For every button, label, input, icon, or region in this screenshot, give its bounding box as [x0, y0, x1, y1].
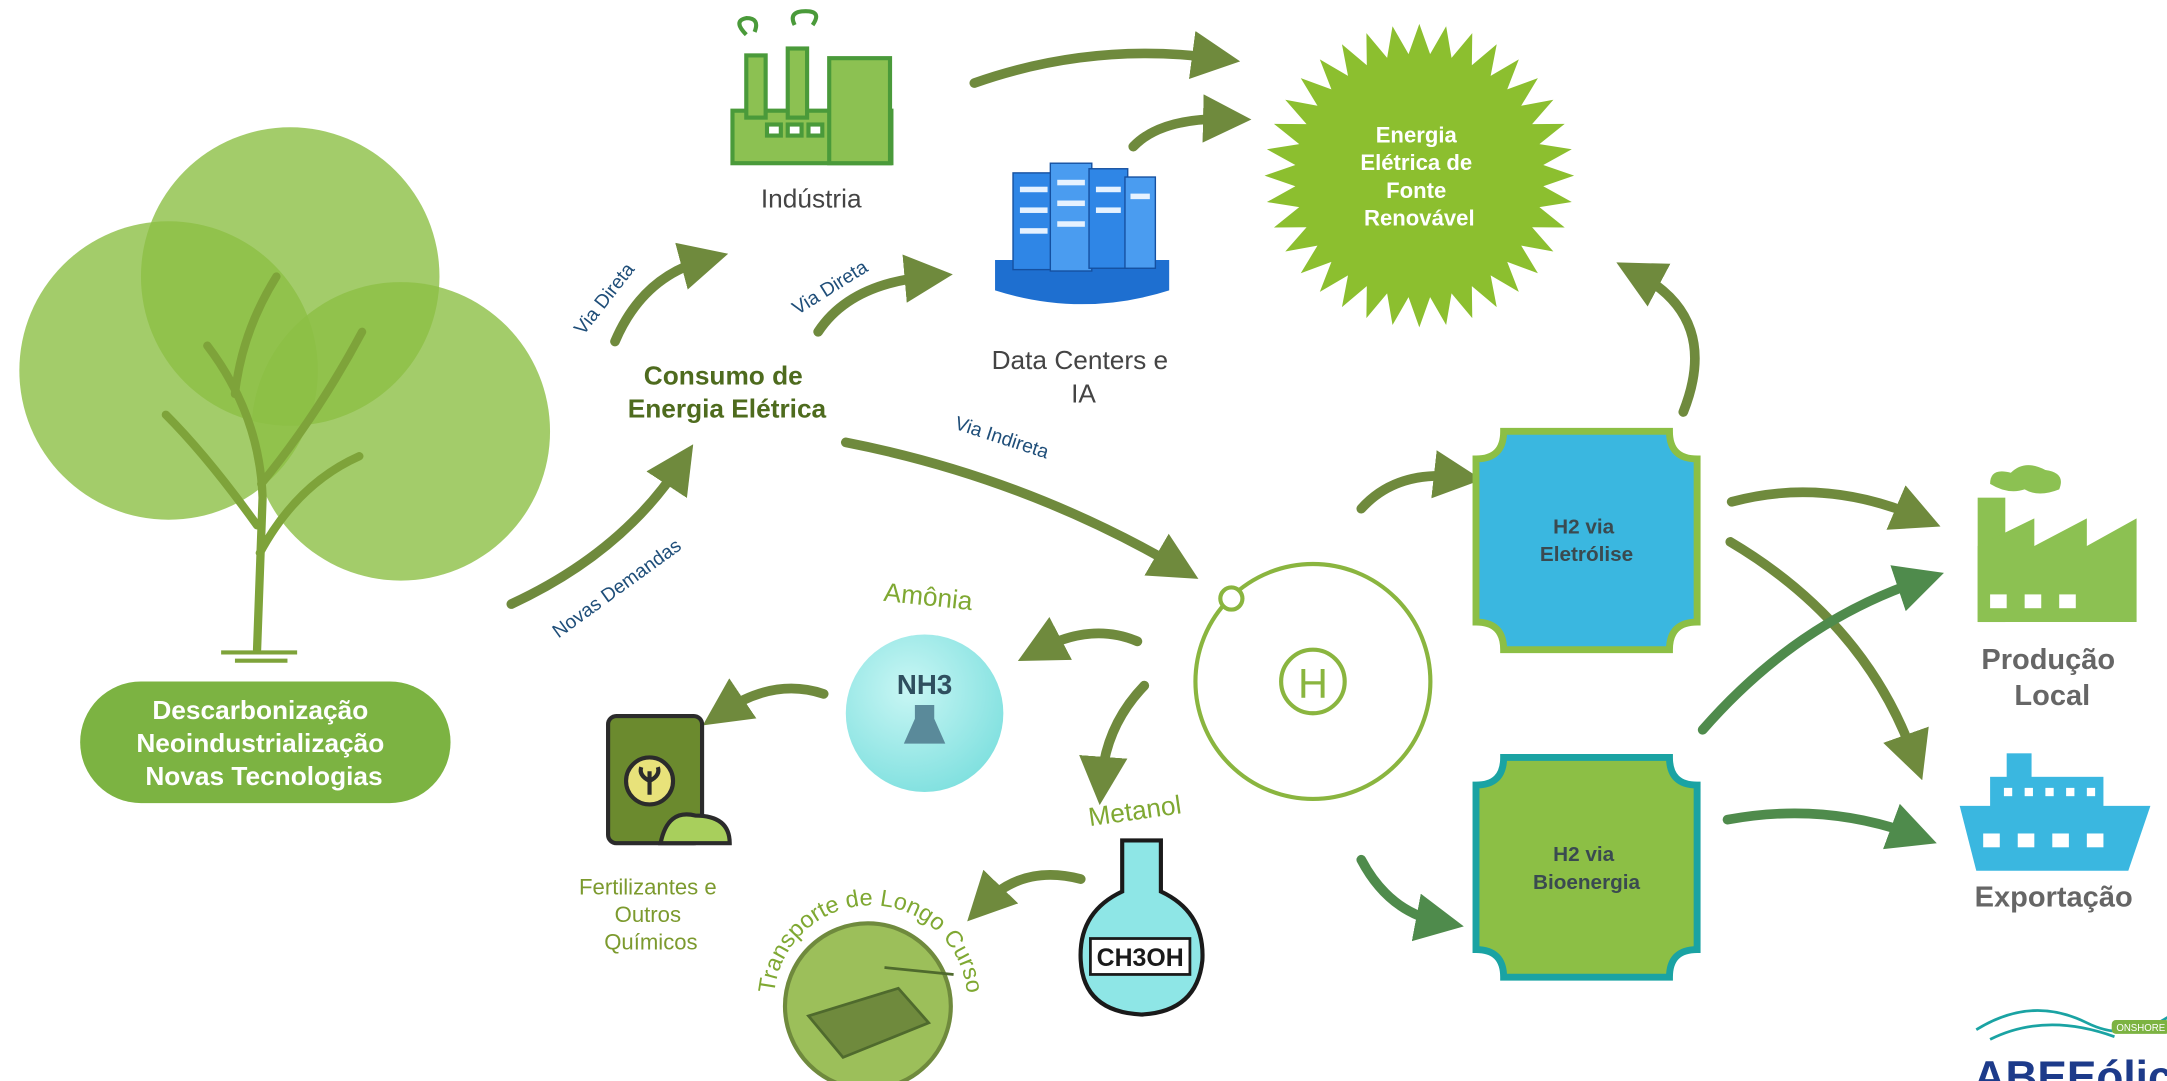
fertilizer-label: Fertilizantes e Outros Químicos	[579, 874, 723, 954]
methanol-formula: CH3OH	[1097, 944, 1184, 972]
local-label: Produção Local	[1981, 644, 2123, 712]
icon-shape	[1361, 860, 1440, 922]
renewable-star	[1265, 24, 1575, 327]
bioenergy-box	[1476, 757, 1697, 977]
datacenter-label: Data Centers e IA	[992, 345, 1176, 408]
icon-shape	[846, 442, 1178, 566]
diagram: Descarbonização Neoindustrialização Nova…	[0, 0, 2167, 1081]
icon-shape	[2025, 788, 2033, 796]
icon-shape	[661, 814, 730, 843]
icon-shape	[2018, 833, 2035, 847]
industry-icon	[732, 11, 891, 163]
label-line: H2 via	[1553, 516, 1615, 539]
icon-shape	[767, 125, 781, 136]
edge-label: Via Direta	[570, 259, 640, 339]
label-line: Outros	[615, 902, 681, 927]
tree	[19, 127, 550, 660]
logo-tag: ONSHORE	[2116, 1023, 2165, 1034]
datacenter-icon	[995, 163, 1169, 304]
logo-name: ABEEólica	[1974, 1053, 2167, 1081]
icon-shape	[746, 55, 765, 117]
label-line: Químicos	[604, 930, 697, 955]
ship-icon	[1960, 753, 2151, 870]
icon-shape	[1096, 187, 1121, 193]
hydrogen-label: H	[1298, 660, 1328, 707]
icon-shape	[1089, 169, 1128, 269]
label-line: Novas Tecnologias	[145, 761, 382, 791]
electrolysis-box	[1476, 431, 1697, 649]
icon-shape	[2052, 833, 2069, 847]
icon-shape	[788, 125, 802, 136]
icon-shape	[1057, 201, 1085, 207]
arrows	[511, 53, 1921, 921]
icon-shape	[1101, 686, 1144, 781]
icon-shape	[1057, 180, 1085, 186]
icon-shape	[1020, 207, 1048, 213]
icon-shape	[1130, 194, 1149, 200]
icon-shape	[1125, 177, 1155, 268]
label-line: Data Centers e	[992, 345, 1169, 375]
icon-shape	[2045, 788, 2053, 796]
label-line: IA	[1071, 378, 1096, 408]
label-line: Renovável	[1364, 205, 1475, 230]
icon-shape	[2059, 594, 2076, 608]
label-line: Energia Elétrica	[628, 394, 827, 424]
icon-shape	[1050, 163, 1091, 271]
icon-shape	[1990, 594, 2007, 608]
label-line: Eletrólise	[1540, 543, 1633, 566]
icon-shape	[2087, 788, 2095, 796]
label-line: Local	[2014, 680, 2090, 712]
label-line: Consumo de	[644, 360, 803, 390]
methanol-flask	[1081, 840, 1203, 1014]
icon-shape	[2066, 788, 2074, 796]
icon-shape	[829, 58, 890, 163]
factory-icon	[1978, 465, 2137, 622]
icon-shape	[1133, 119, 1227, 147]
edge-label: Via Indireta	[952, 412, 1052, 463]
icon-shape	[221, 652, 297, 660]
icon-shape	[984, 875, 1081, 904]
icon-shape	[2087, 833, 2104, 847]
ammonia-label: Amônia	[882, 577, 974, 616]
icon-shape	[2004, 788, 2012, 796]
fertilizer-icon	[608, 716, 730, 843]
icon-shape	[1096, 207, 1121, 213]
icon-shape	[1057, 221, 1085, 227]
ammonia-formula: NH3	[897, 669, 952, 700]
label-line: Fonte	[1386, 178, 1446, 203]
label-line: Energia	[1376, 122, 1458, 147]
icon-shape	[1983, 833, 2000, 847]
page: Descarbonização Neoindustrialização Nova…	[0, 0, 2167, 1081]
icon-shape	[1020, 228, 1048, 234]
icon-shape	[1638, 274, 1695, 412]
methanol-label: Metanol	[1086, 789, 1183, 832]
edge-label: Novas Demandas	[548, 535, 685, 643]
icon-shape	[1020, 187, 1048, 193]
icon-shape	[1730, 542, 1914, 758]
icon-shape	[1728, 813, 1915, 835]
label-line: Fertilizantes e	[579, 874, 717, 899]
icon-shape	[1990, 465, 2061, 493]
center-label: Consumo de Energia Elétrica	[628, 360, 827, 423]
icon-shape	[788, 49, 807, 118]
icon-shape	[723, 689, 824, 712]
icon-shape	[808, 125, 822, 136]
icon-shape	[1361, 476, 1458, 509]
icon-shape	[1732, 492, 1919, 517]
icon-shape	[1039, 633, 1137, 649]
icon-shape	[974, 53, 1216, 83]
label-line: Elétrica de	[1360, 150, 1472, 175]
export-label: Exportação	[1975, 882, 2133, 914]
label-line: Produção	[1981, 644, 2115, 676]
label-line: Neoindustrialização	[136, 728, 384, 758]
label-line: Descarbonização	[152, 695, 368, 725]
label-line: Bioenergia	[1533, 871, 1641, 894]
tree-label: Descarbonização Neoindustrialização Nova…	[136, 695, 391, 791]
icon-shape	[1220, 587, 1242, 609]
label-line: H2 via	[1553, 843, 1615, 866]
industry-label: Indústria	[761, 183, 862, 213]
icon-shape	[2025, 594, 2042, 608]
icon-shape	[739, 11, 816, 34]
